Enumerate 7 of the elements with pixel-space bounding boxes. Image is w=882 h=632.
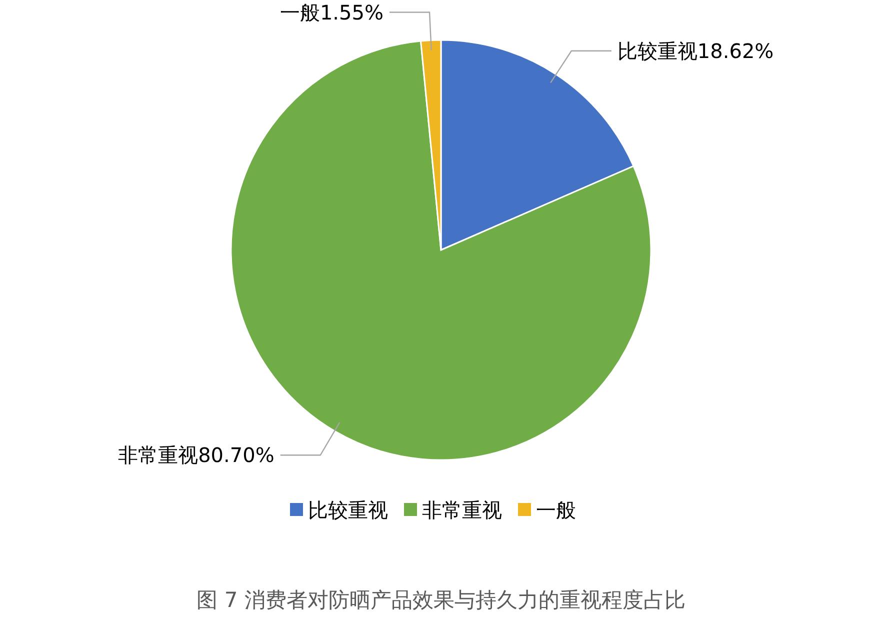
legend-label: 非常重视 <box>422 498 502 522</box>
legend-label: 一般 <box>536 498 576 522</box>
data-label: 比较重视18.62% <box>617 38 774 63</box>
legend-label: 比较重视 <box>308 498 388 522</box>
data-label: 一般1.55% <box>280 0 384 24</box>
data-label: 非常重视80.70% <box>118 443 274 468</box>
caption: 图 7 消费者对防晒产品效果与持久力的重视程度占比 <box>196 588 686 612</box>
